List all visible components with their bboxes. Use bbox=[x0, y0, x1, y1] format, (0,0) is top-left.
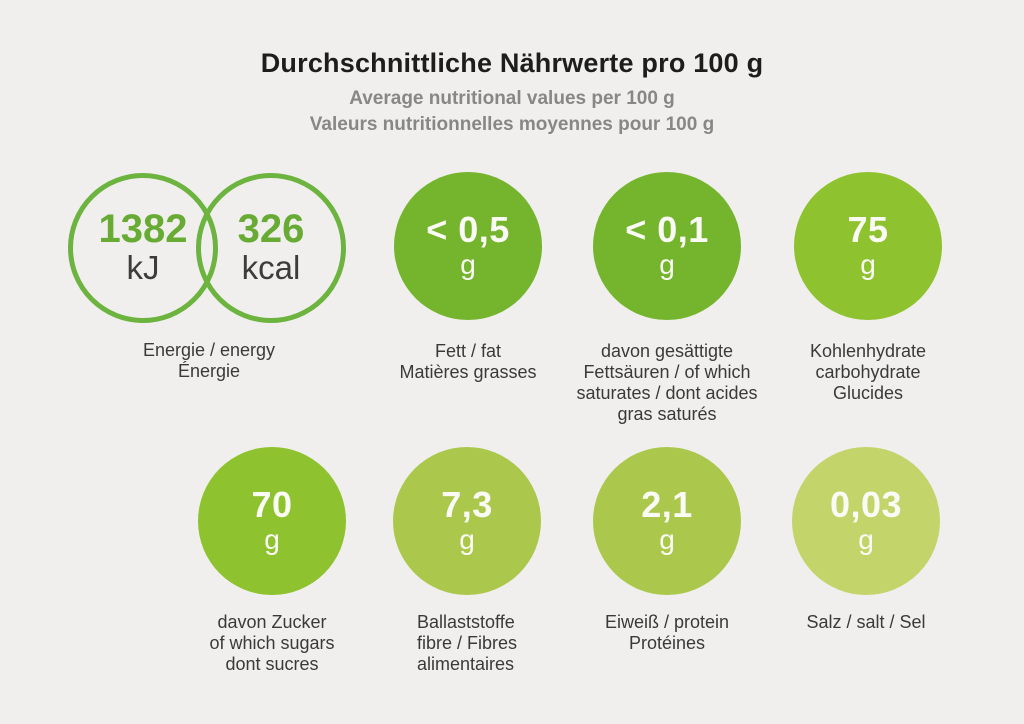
fat-value: < 0,5 bbox=[426, 209, 510, 250]
energy-kcal-value: 326 bbox=[237, 207, 305, 252]
label-line: Kohlenhydrate bbox=[809, 341, 927, 361]
label-line: davon Zucker bbox=[217, 612, 327, 632]
fibre-label: Ballaststoffe fibre / Fibres alimentaire… bbox=[352, 612, 582, 675]
fat-label: Fett / fat Matières grasses bbox=[353, 341, 583, 383]
sugars-value: 70 bbox=[251, 484, 293, 525]
label-line: alimentaires bbox=[416, 654, 515, 674]
salt-circle: 0,03 g bbox=[792, 447, 940, 595]
label-line: Energie / energy bbox=[142, 340, 276, 360]
label-line: Fett / fat bbox=[434, 341, 502, 361]
fat-unit: g bbox=[460, 248, 476, 280]
protein-unit: g bbox=[659, 523, 675, 555]
label-line: carbohydrate bbox=[815, 362, 921, 382]
carbohydrate-label: Kohlenhydrate carbohydrate Glucides bbox=[753, 341, 983, 404]
label-line: Fettsäuren / of which bbox=[583, 362, 751, 382]
fibre-unit: g bbox=[459, 523, 475, 555]
sugars-circle: 70 g bbox=[198, 447, 346, 595]
energy-kcal-circle: 326 kcal bbox=[196, 173, 346, 323]
label-line: Salz / salt / Sel bbox=[806, 612, 926, 632]
fibre-circle: 7,3 g bbox=[393, 447, 541, 595]
salt-value: 0,03 bbox=[829, 484, 903, 525]
subtitle-english: Average nutritional values per 100 g bbox=[349, 88, 675, 109]
label-line: Matières grasses bbox=[399, 362, 537, 382]
energy-kj-unit: kJ bbox=[126, 249, 160, 287]
salt-unit: g bbox=[858, 523, 874, 555]
label-line: fibre / Fibres bbox=[416, 633, 518, 653]
label-line: Énergie bbox=[177, 361, 241, 381]
fat-circle: < 0,5 g bbox=[394, 172, 542, 320]
saturates-label: davon gesättigte Fettsäuren / of which s… bbox=[552, 341, 782, 425]
page-title: Durchschnittliche Nährwerte pro 100 g bbox=[260, 48, 764, 78]
carbohydrate-unit: g bbox=[860, 248, 876, 280]
label-line: davon gesättigte bbox=[600, 341, 734, 361]
energy-label: Energie / energy Énergie bbox=[94, 340, 324, 382]
saturates-unit: g bbox=[659, 248, 675, 280]
label-line: gras saturés bbox=[617, 404, 717, 424]
label-line: Protéines bbox=[628, 633, 706, 653]
energy-kcal-unit: kcal bbox=[241, 249, 301, 287]
subtitle-french: Valeurs nutritionnelles moyennes pour 10… bbox=[309, 114, 715, 135]
saturates-value: < 0,1 bbox=[625, 209, 709, 250]
protein-label: Eiweiß / protein Protéines bbox=[552, 612, 782, 654]
label-line: dont sucres bbox=[225, 654, 319, 674]
carbohydrate-value: 75 bbox=[847, 209, 889, 250]
sugars-unit: g bbox=[264, 523, 280, 555]
salt-label: Salz / salt / Sel bbox=[751, 612, 981, 633]
sugars-label: davon Zucker of which sugars dont sucres bbox=[157, 612, 387, 675]
label-line: Glucides bbox=[832, 383, 904, 403]
label-line: of which sugars bbox=[209, 633, 335, 653]
saturates-circle: < 0,1 g bbox=[593, 172, 741, 320]
label-line: Ballaststoffe bbox=[416, 612, 515, 632]
carbohydrate-circle: 75 g bbox=[794, 172, 942, 320]
protein-value: 2,1 bbox=[641, 484, 693, 525]
protein-circle: 2,1 g bbox=[593, 447, 741, 595]
label-line: Eiweiß / protein bbox=[604, 612, 730, 632]
label-line: saturates / dont acides bbox=[576, 383, 758, 403]
energy-kj-value: 1382 bbox=[98, 207, 188, 252]
fibre-value: 7,3 bbox=[441, 484, 493, 525]
